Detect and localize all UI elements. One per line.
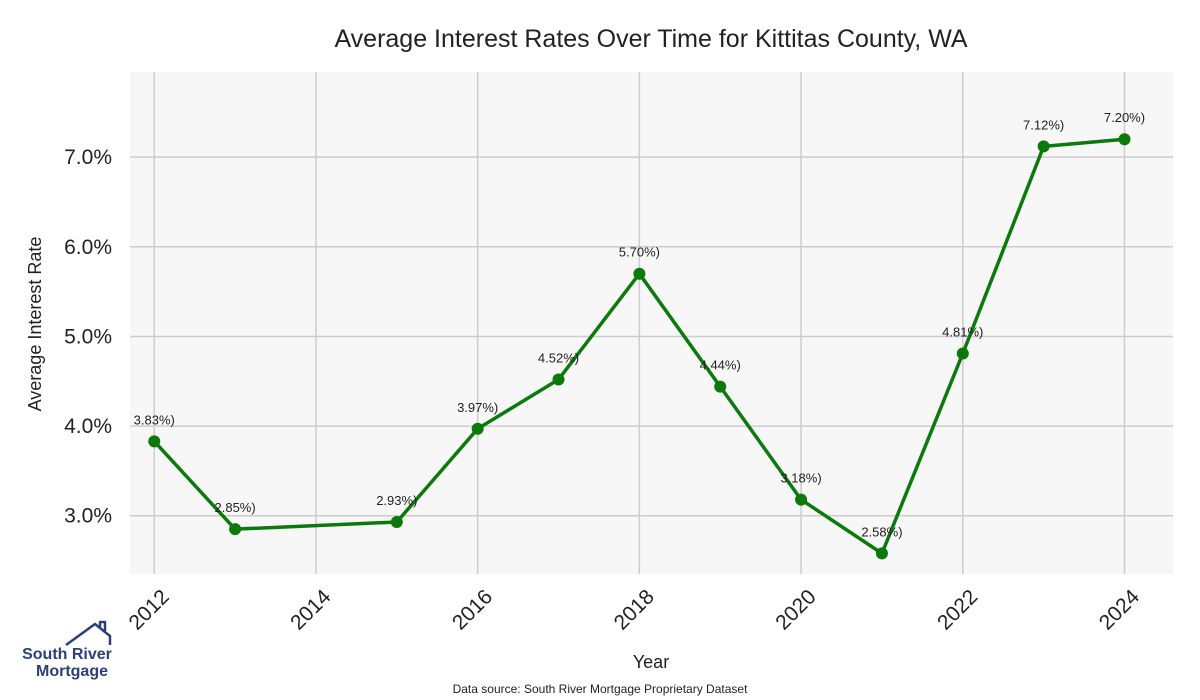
x-axis-label: Year [633,652,669,672]
data-label-2020: 3.18%) [780,471,821,486]
y-axis-label: Average Interest Rate [25,237,45,412]
series-line [152,137,1125,556]
y-tick-label: 4.0% [64,415,112,438]
data-label-2023: 7.12%) [1023,117,1064,132]
x-ticks: 2012 2014 2016 2018 2020 2022 2024 [124,585,1144,635]
logo: South River Mortgage [22,620,112,680]
data-label-2012: 3.83%) [134,412,175,427]
data-label-2021: 2.58%) [861,524,902,539]
data-point-2021 [875,547,888,560]
x-tick-label: 2014 [286,585,336,635]
data-label-2022: 4.81%) [942,324,983,339]
x-tick-label: 2016 [448,585,497,634]
y-tick-label: 6.0% [64,236,112,259]
x-tick-label: 2012 [124,585,173,634]
data-point-2024 [1118,133,1131,146]
data-point-2015 [390,516,403,529]
data-point-2023 [1037,140,1050,153]
x-tick-label: 2020 [771,585,820,634]
house-icon [65,620,112,647]
y-tick-label: 5.0% [64,325,112,348]
data-labels: 3.83%) 2.85%) 2.93%) 3.97%) 4.52%) 5.70%) 4.44… [134,110,1145,539]
x-tick-label: 2022 [933,585,982,634]
y-tick-label: 7.0% [64,146,112,169]
data-label-2013: 2.85%) [215,500,256,515]
chart-title: Average Interest Rates Over Time for Kit… [334,25,967,53]
data-point-2012 [148,435,161,448]
logo-line1: South River [22,646,112,663]
data-label-2019: 4.44%) [700,358,741,373]
data-label-2018: 5.70%) [619,245,660,260]
source-note: Data source: South River Mortgage Propri… [453,682,748,696]
data-point-2018 [633,267,646,280]
data-point-2019 [714,380,727,393]
plot-area [130,72,1173,574]
data-point-2022 [956,347,969,360]
grid [130,72,1173,574]
data-point-2020 [795,493,808,506]
series-line-group [152,137,1125,556]
data-label-2017: 4.52%) [538,350,579,365]
x-tick-label: 2018 [610,585,659,634]
data-label-2024: 7.20%) [1104,110,1145,125]
y-tick-label: 3.0% [64,505,112,528]
data-label-2016: 3.97%) [457,400,498,415]
data-points [148,133,1131,560]
x-tick-label: 2024 [1095,585,1145,635]
data-point-2017 [552,373,565,386]
data-point-2016 [471,422,484,435]
data-label-2015: 2.93%) [376,493,417,508]
logo-line2: Mortgage [36,663,108,680]
data-point-2013 [229,523,242,536]
y-ticks: 3.0% 4.0% 5.0% 6.0% 7.0% [64,146,112,528]
